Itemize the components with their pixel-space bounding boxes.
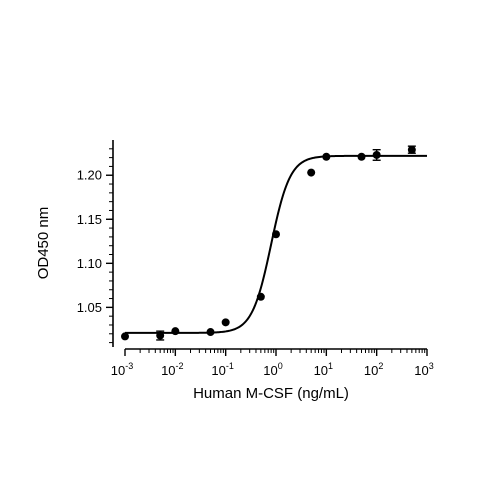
data-point <box>121 332 129 341</box>
x-tick-label: 101 <box>314 361 333 378</box>
data-point <box>307 168 316 177</box>
x-tick-base: 10 <box>414 363 428 378</box>
x-tick-label: 103 <box>414 361 433 378</box>
x-tick-base: 10 <box>314 363 328 378</box>
data-point <box>171 327 180 336</box>
y-tick-label: 1.05 <box>77 300 102 315</box>
x-tick-base: 10 <box>211 363 225 378</box>
x-tick-base: 10 <box>161 363 175 378</box>
x-tick-exponent: -2 <box>176 361 184 371</box>
data-point <box>322 152 331 161</box>
data-point <box>206 328 215 337</box>
data-point <box>407 145 416 154</box>
x-tick-base: 10 <box>364 363 378 378</box>
y-tick-label: 1.10 <box>77 256 102 271</box>
x-tick-exponent: 2 <box>378 361 383 371</box>
x-tick-label: 10-1 <box>211 361 233 378</box>
x-tick-exponent: 3 <box>429 361 434 371</box>
data-point <box>372 150 381 159</box>
x-tick-label: 102 <box>364 361 383 378</box>
x-tick-exponent: 1 <box>328 361 333 371</box>
fit-curve-layer <box>125 154 427 334</box>
x-tick-label: 100 <box>263 361 282 378</box>
y-axis-title: OD450 nm <box>35 207 52 280</box>
x-tick-exponent: -1 <box>226 361 234 371</box>
data-point <box>357 152 366 161</box>
fit-curve <box>125 154 427 334</box>
y-tick-label: 1.20 <box>77 168 102 183</box>
data-point <box>272 230 280 239</box>
x-tick-exponent: 0 <box>278 361 283 371</box>
x-tick-base: 10 <box>111 363 125 378</box>
y-tick-label: 1.15 <box>77 212 102 227</box>
data-points-layer <box>121 145 416 341</box>
data-point <box>156 331 165 340</box>
x-tick-label: 10-3 <box>111 361 133 378</box>
x-tick-label: 10-2 <box>161 361 183 378</box>
data-point <box>256 292 265 301</box>
x-tick-exponent: -3 <box>125 361 133 371</box>
data-point <box>221 318 230 327</box>
x-axis-title: Human M-CSF (ng/mL) <box>193 385 349 402</box>
x-tick-base: 10 <box>263 363 277 378</box>
